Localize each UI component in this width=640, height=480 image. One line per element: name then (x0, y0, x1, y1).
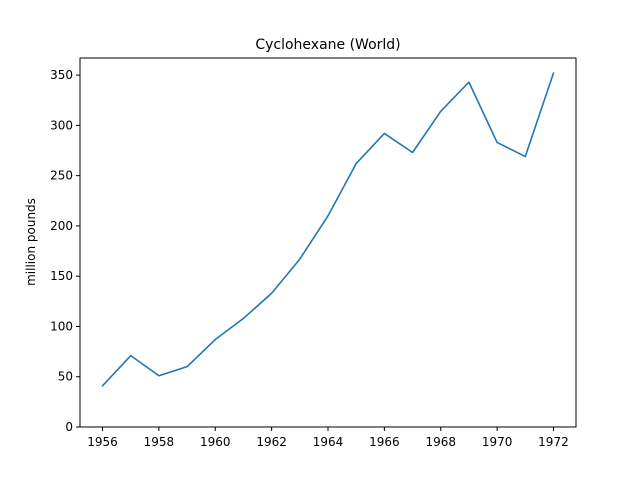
x-tick-label: 1964 (313, 435, 344, 449)
chart-title: Cyclohexane (World) (255, 37, 400, 53)
x-axis-ticks: 1956 1958 1960 1962 1964 1966 1968 1970 1972 (87, 427, 569, 449)
y-tick-label: 250 (50, 169, 73, 183)
x-tick-label: 1962 (256, 435, 287, 449)
y-tick-label: 0 (65, 420, 73, 434)
x-tick-label: 1960 (200, 435, 231, 449)
y-tick-label: 200 (50, 219, 73, 233)
x-tick-label: 1972 (538, 435, 569, 449)
y-axis-ticks: 0 50 100 150 200 250 300 350 (50, 68, 80, 434)
y-tick-label: 50 (58, 370, 73, 384)
x-tick-label: 1956 (87, 435, 118, 449)
plot-area-frame (79, 57, 577, 428)
y-tick-label: 100 (50, 319, 73, 333)
series-group (101, 72, 555, 387)
x-tick-label: 1970 (482, 435, 513, 449)
y-tick-label: 300 (50, 118, 73, 132)
y-tick-label: 150 (50, 269, 73, 283)
x-tick-label: 1966 (369, 435, 400, 449)
y-axis-label: million pounds (24, 198, 38, 286)
series-line (101, 72, 555, 387)
x-tick-label: 1968 (425, 435, 456, 449)
x-tick-label: 1958 (144, 435, 175, 449)
y-tick-label: 350 (50, 68, 73, 82)
